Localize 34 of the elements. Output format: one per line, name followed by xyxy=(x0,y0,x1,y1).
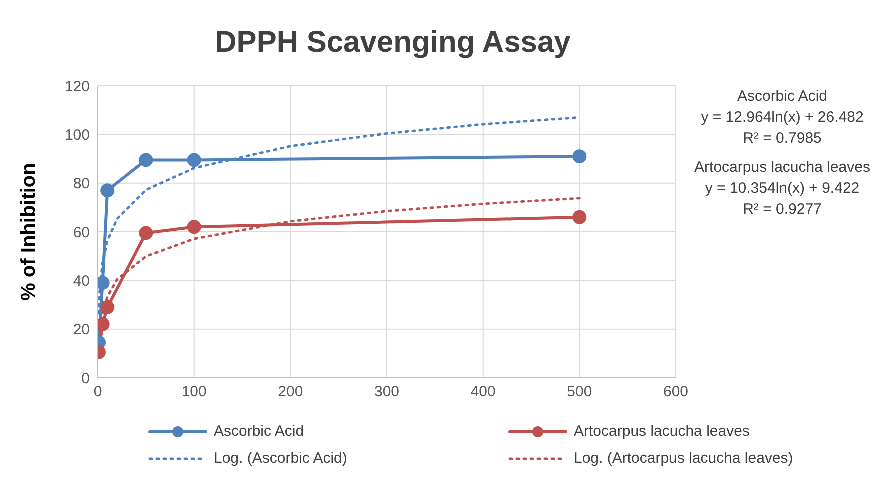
legend-label: Log. (Artocarpus lacucha leaves) xyxy=(574,450,794,467)
y-tick-label: 0 xyxy=(82,370,90,388)
legend-label: Artocarpus lacucha leaves xyxy=(574,423,750,440)
point xyxy=(139,153,154,168)
point xyxy=(187,153,202,168)
point xyxy=(139,226,154,240)
point xyxy=(572,150,587,164)
x-tick-label: 200 xyxy=(278,384,304,401)
legend-label: Log. (Ascorbic Acid) xyxy=(214,450,348,467)
text: Ascorbic Acid xyxy=(736,87,829,107)
text: R² = 0.9277 xyxy=(742,200,823,220)
point xyxy=(100,300,115,314)
y-axis-title: % of Inhibition xyxy=(18,163,40,301)
x-tick-label: 0 xyxy=(94,384,102,401)
x-tick-label: 100 xyxy=(182,384,207,401)
y-tick-label: 40 xyxy=(73,272,90,290)
text: y = 12.964ln(x) + 26.482 xyxy=(700,108,865,128)
point xyxy=(100,184,115,198)
y-tick-label: 80 xyxy=(73,176,90,193)
chart-title: DPPH Scavenging Assay xyxy=(214,26,572,60)
y-tick-label: 100 xyxy=(64,126,90,144)
y-tick-label: 120 xyxy=(64,78,90,96)
text: Artocarpus lacucha leaves xyxy=(694,158,872,178)
x-tick-label: 500 xyxy=(567,384,592,401)
point xyxy=(187,220,202,234)
text: y = 10.354ln(x) + 9.422 xyxy=(704,179,861,199)
x-tick-label: 400 xyxy=(470,384,496,401)
y-tick-label: 20 xyxy=(73,322,90,339)
legend-label: Ascorbic Acid xyxy=(214,423,304,440)
y-tick-label: 60 xyxy=(73,224,90,242)
x-tick-label: 300 xyxy=(374,384,400,401)
text: R² = 0.7985 xyxy=(742,129,823,149)
x-tick-label: 600 xyxy=(663,384,689,401)
point xyxy=(572,210,587,224)
